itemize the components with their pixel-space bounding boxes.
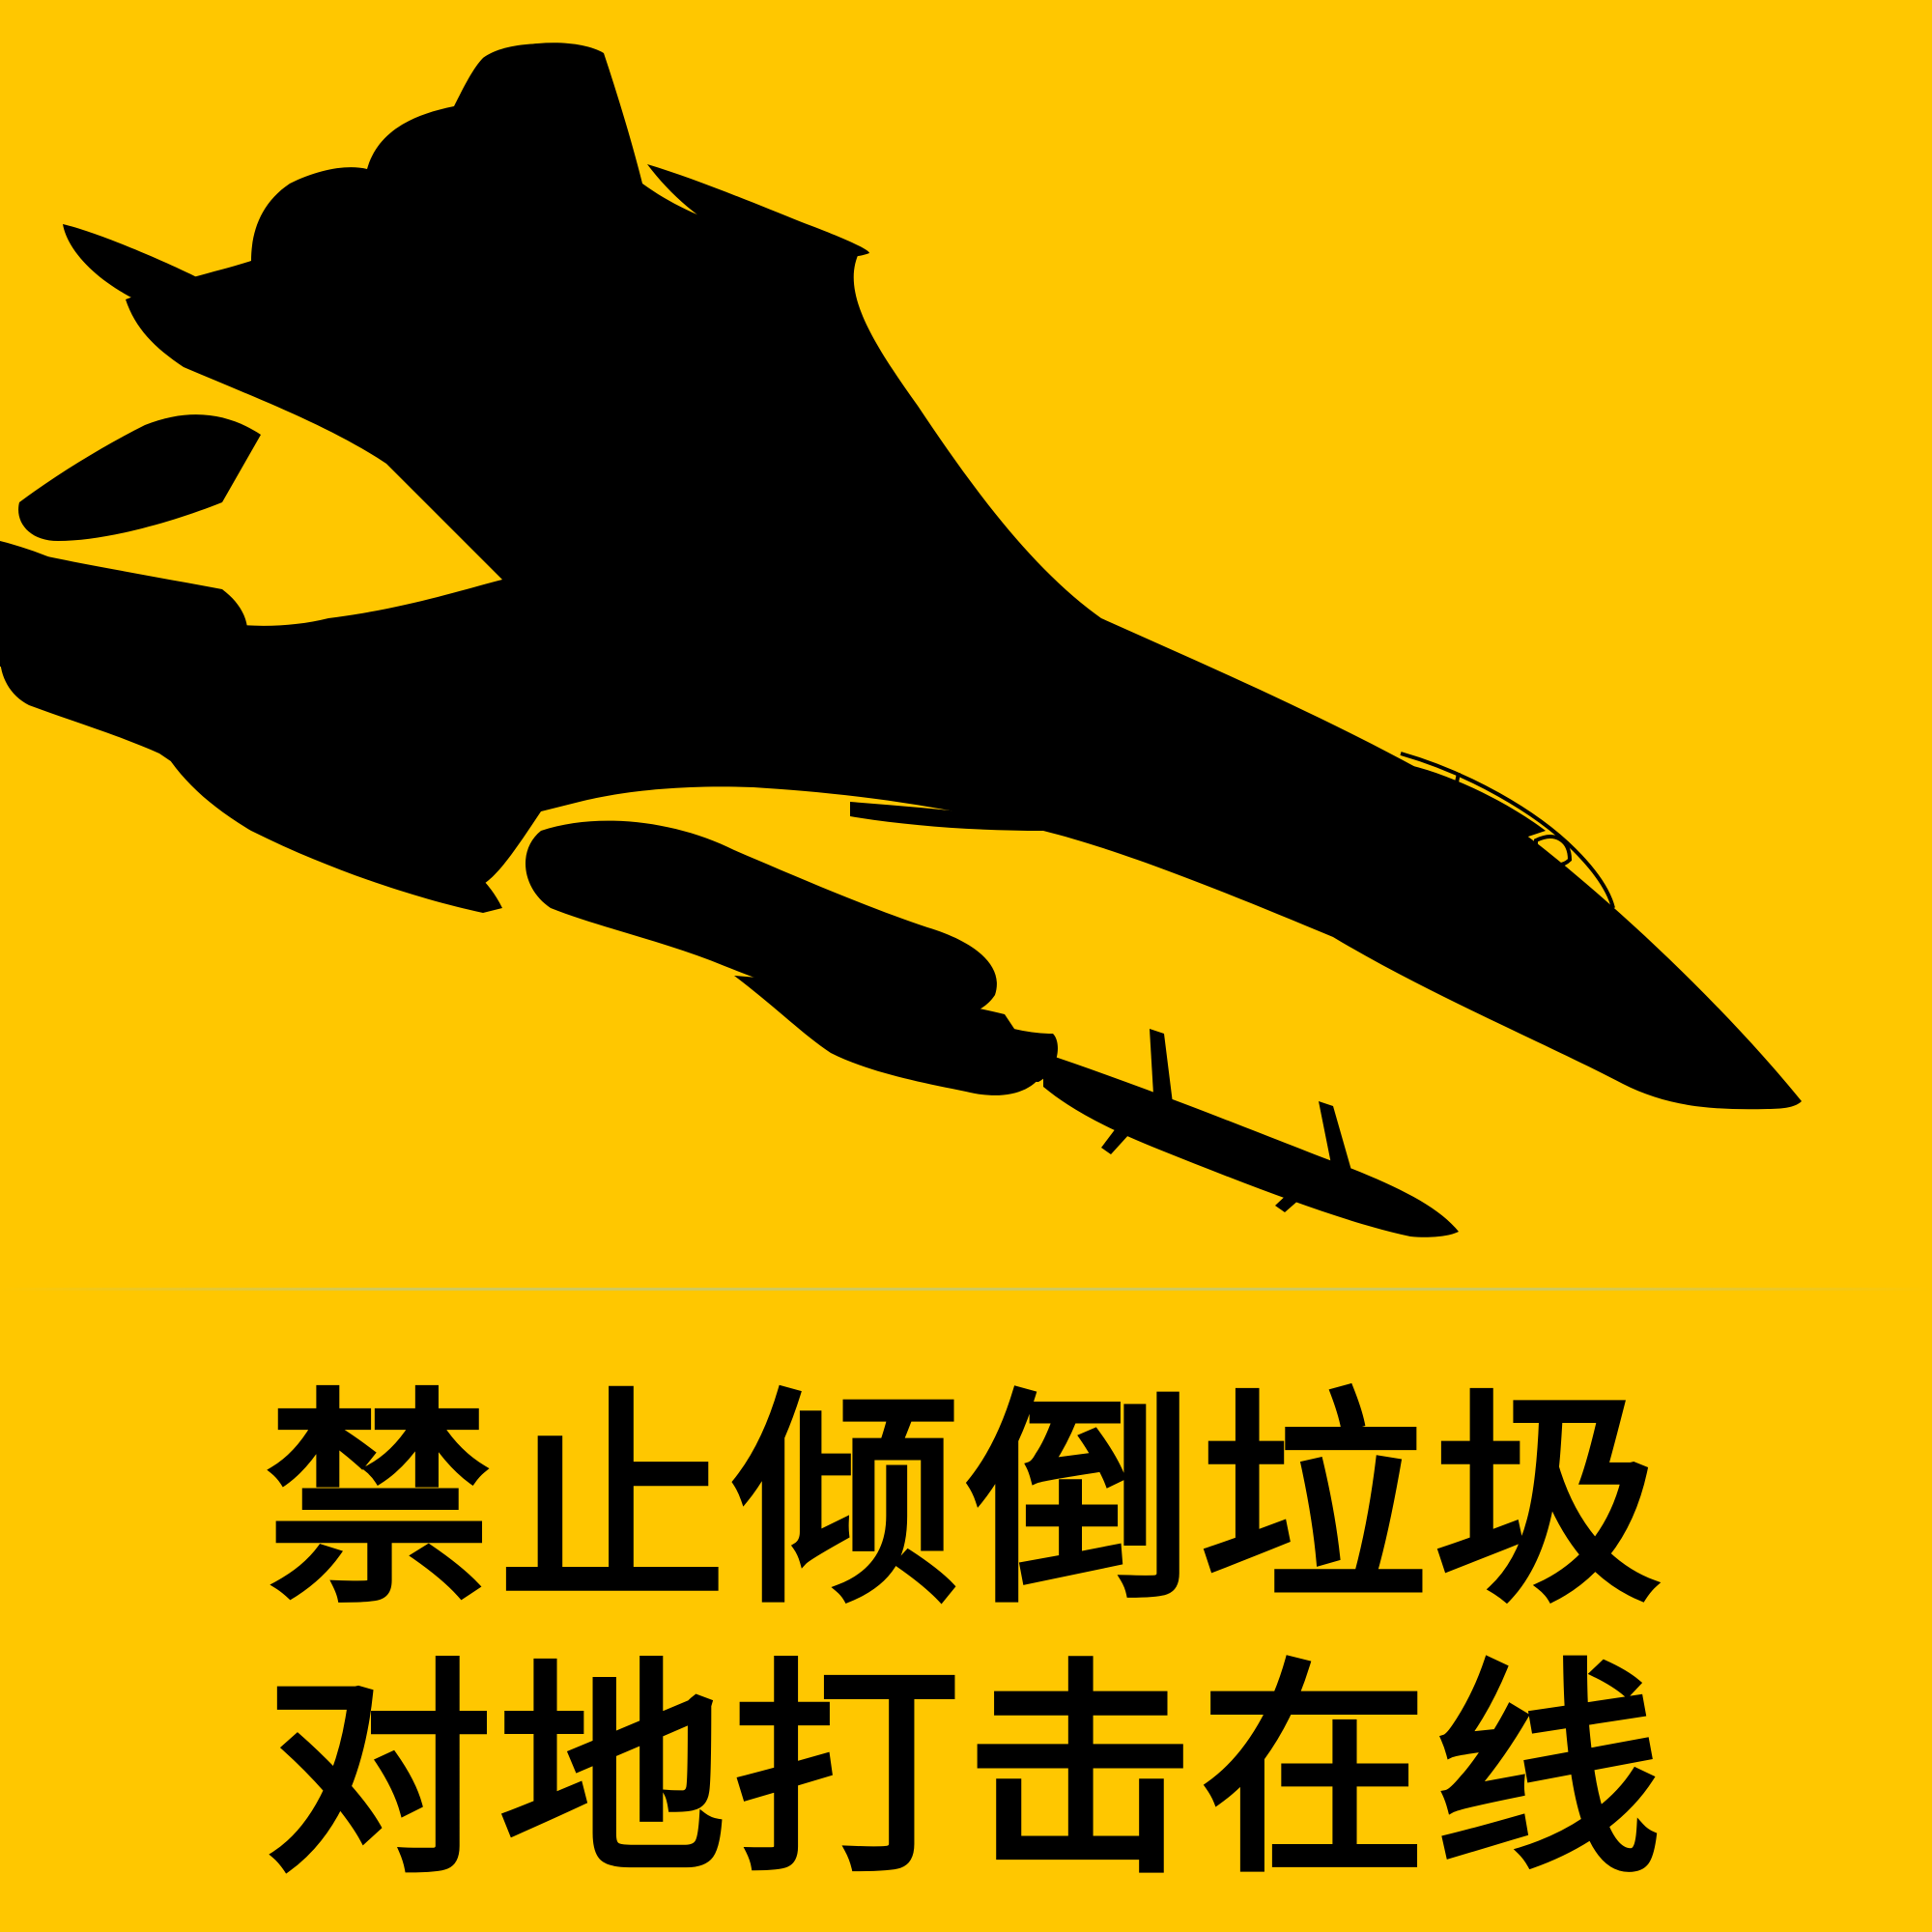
ground-line [0,1288,1932,1291]
jet-fighter-silhouette-icon [0,43,1802,1237]
caption-line-1: 禁止倾倒垃圾 [264,1369,1667,1634]
caption-line-2: 对地打击在线 [264,1639,1667,1905]
